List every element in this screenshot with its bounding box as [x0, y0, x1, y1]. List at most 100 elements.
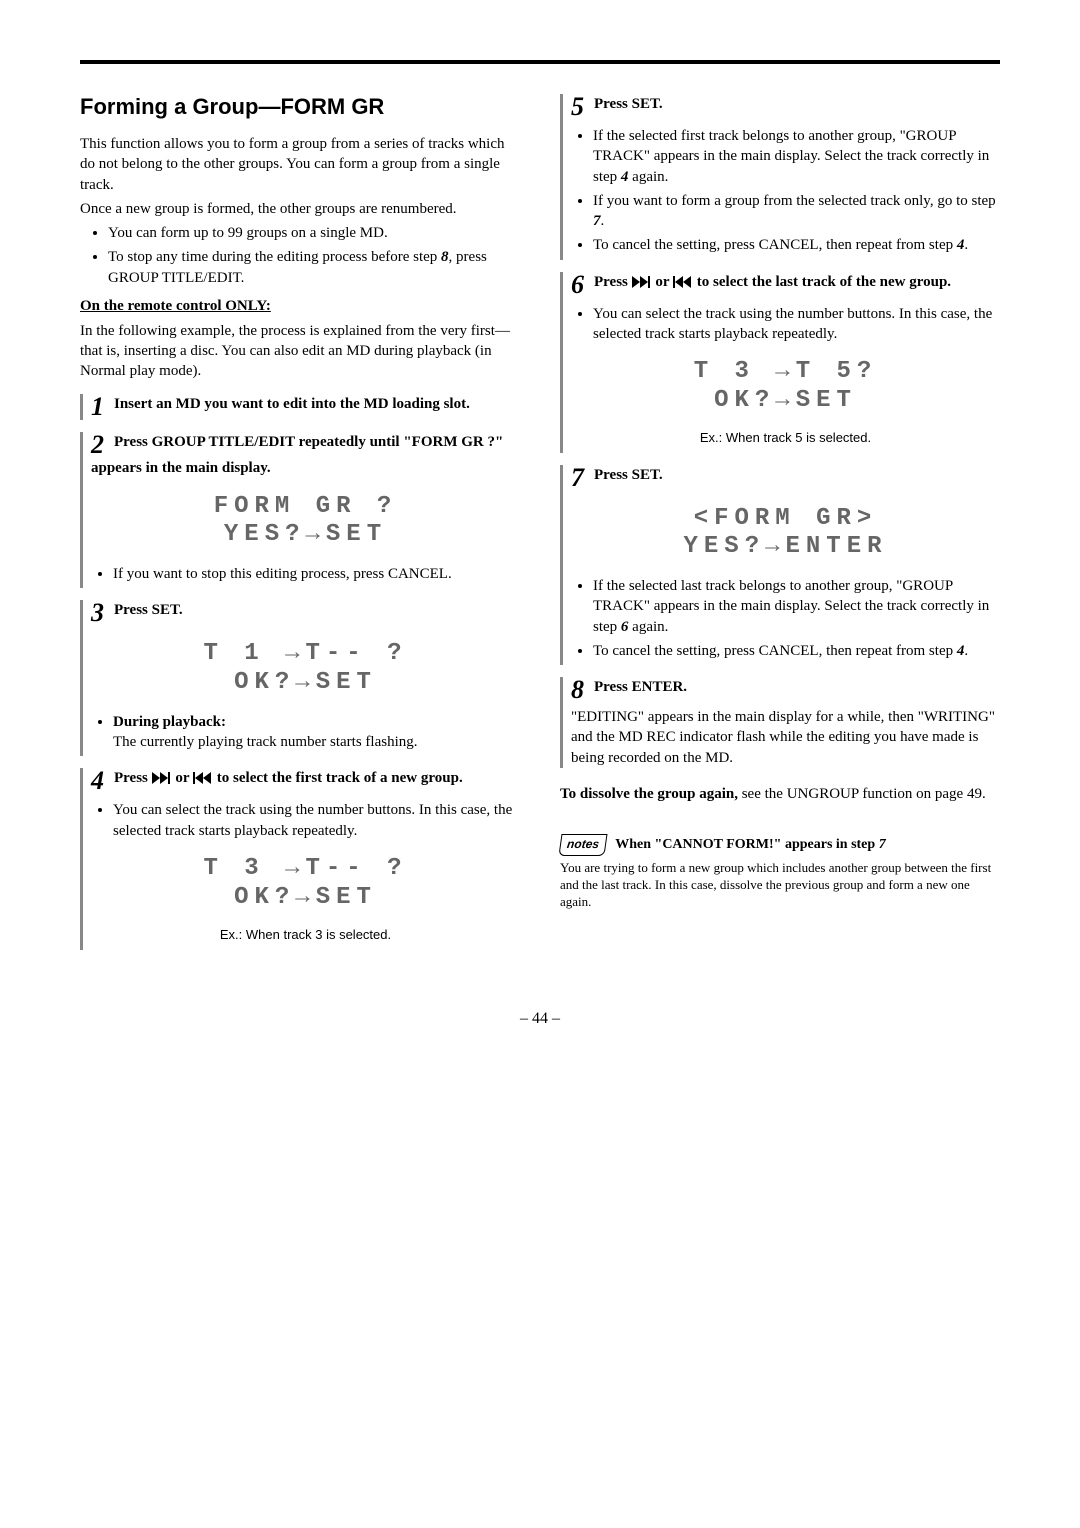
step-bullet: During playback: The currently playing t… [113, 712, 520, 753]
notes-block: notes When "CANNOT FORM!" appears in ste… [560, 834, 1000, 910]
step-number: 3 [91, 600, 104, 626]
step-bullet: You can select the track using the numbe… [113, 800, 520, 841]
step-3: 3 Press SET. T 1 →T-- ? OK?→SET During p… [80, 600, 520, 756]
bullet-text: . [601, 213, 605, 229]
step-ref-7: 7 [593, 213, 601, 229]
step-bullet: If you want to stop this editing process… [113, 564, 520, 584]
step-4-bullets: You can select the track using the numbe… [113, 800, 520, 841]
intro-p1: This function allows you to form a group… [80, 134, 520, 195]
dissolve-rest: see the UNGROUP function on page 49. [738, 786, 986, 802]
step-bar [80, 600, 83, 756]
dissolve-bold: To dissolve the group again, [560, 786, 738, 802]
step-7-bullets: If the selected last track belongs to an… [593, 576, 1000, 661]
bullet-text: If you want to form a group from the sel… [593, 193, 996, 209]
step-4-head: Press or to select the first track of a … [114, 770, 463, 786]
head-text: Press [114, 770, 152, 786]
step-bar [80, 432, 83, 589]
step-1-head: Insert an MD you want to edit into the M… [114, 396, 470, 412]
lcd-line: YES?→SET [91, 521, 520, 550]
step-number: 4 [91, 768, 104, 794]
lcd-caption: Ex.: When track 5 is selected. [571, 430, 1000, 445]
lcd-line: OK?→SET [91, 884, 520, 913]
lcd-display: T 3 →T-- ? OK?→SET [91, 855, 520, 913]
right-column: 5 Press SET. If the selected first track… [560, 94, 1000, 950]
head-text: or [652, 274, 673, 290]
step-3-head: Press SET. [114, 602, 183, 618]
lcd-display: <FORM GR> YES?→ENTER [571, 505, 1000, 563]
notes-heading: When "CANNOT FORM!" appears in step 7 [615, 837, 885, 852]
bullet-text: To cancel the setting, press CANCEL, the… [593, 643, 957, 659]
left-column: Forming a Group—FORM GR This function al… [80, 94, 520, 950]
step-8-head: Press ENTER. [594, 679, 687, 695]
step-bullet: If the selected first track belongs to a… [593, 126, 1000, 187]
remote-body: In the following example, the process is… [80, 321, 520, 382]
lcd-line: YES?→ENTER [571, 533, 1000, 562]
bullet-text: again. [628, 169, 668, 185]
notes-icon: notes [558, 834, 607, 856]
next-track-icon [632, 276, 652, 288]
during-body: The currently playing track number start… [113, 734, 418, 750]
head-text: or [172, 770, 193, 786]
step-2-head: Press GROUP TITLE/EDIT repeatedly until … [91, 434, 503, 476]
head-text: Press [594, 274, 632, 290]
notes-head-text: When "CANNOT FORM!" appears in step [615, 837, 878, 852]
step-4: 4 Press or to select the first track of … [80, 768, 520, 949]
step-2-bullets: If you want to stop this editing process… [113, 564, 520, 584]
step-8-body: "EDITING" appears in the main display fo… [571, 707, 1000, 768]
step-number: 7 [571, 465, 584, 491]
step-5-head: Press SET. [594, 96, 663, 112]
lcd-line: FORM GR ? [91, 493, 520, 522]
intro-bullet-text: To stop any time during the editing proc… [108, 249, 441, 265]
step-ref-7: 7 [879, 837, 886, 852]
remote-heading: On the remote control ONLY: [80, 298, 520, 315]
bullet-text: To cancel the setting, press CANCEL, the… [593, 237, 957, 253]
step-6-head: Press or to select the last track of the… [594, 274, 951, 290]
step-6-bullets: You can select the track using the numbe… [593, 304, 1000, 345]
step-bullet: If the selected last track belongs to an… [593, 576, 1000, 637]
bullet-text: . [964, 237, 968, 253]
step-number: 5 [571, 94, 584, 120]
lcd-line: T 3 →T-- ? [91, 855, 520, 884]
lcd-line: T 1 →T-- ? [91, 640, 520, 669]
prev-track-icon [193, 772, 213, 784]
section-title: Forming a Group—FORM GR [80, 94, 520, 120]
intro-p2: Once a new group is formed, the other gr… [80, 199, 520, 219]
head-text: to select the first track of a new group… [213, 770, 463, 786]
page-number: – 44 – [80, 1010, 1000, 1028]
step-bar [560, 677, 563, 768]
prev-track-icon [673, 276, 693, 288]
step-bullet: To cancel the setting, press CANCEL, the… [593, 235, 1000, 255]
dissolve-note: To dissolve the group again, see the UNG… [560, 784, 1000, 804]
two-column-layout: Forming a Group—FORM GR This function al… [80, 94, 1000, 950]
step-bar [80, 394, 83, 420]
step-number: 2 [91, 432, 104, 458]
step-bullet: To cancel the setting, press CANCEL, the… [593, 641, 1000, 661]
step-bullet: If you want to form a group from the sel… [593, 191, 1000, 232]
step-number: 8 [571, 677, 584, 703]
lcd-line: OK?→SET [571, 387, 1000, 416]
step-ref-8: 8 [441, 249, 449, 265]
lcd-line: OK?→SET [91, 669, 520, 698]
step-bar [560, 272, 563, 453]
step-7: 7 Press SET. <FORM GR> YES?→ENTER If the… [560, 465, 1000, 666]
step-3-bullets: During playback: The currently playing t… [113, 712, 520, 753]
step-bar [80, 768, 83, 949]
step-number: 1 [91, 394, 104, 420]
lcd-display: FORM GR ? YES?→SET [91, 493, 520, 551]
step-bullet: You can select the track using the numbe… [593, 304, 1000, 345]
head-text: to select the last track of the new grou… [693, 274, 951, 290]
lcd-line: <FORM GR> [571, 505, 1000, 534]
lcd-caption: Ex.: When track 3 is selected. [91, 927, 520, 942]
step-6: 6 Press or to select the last track of t… [560, 272, 1000, 453]
intro-bullet: You can form up to 99 groups on a single… [108, 223, 520, 243]
during-label: During playback: [113, 714, 226, 730]
step-7-head: Press SET. [594, 467, 663, 483]
step-bar [560, 94, 563, 260]
step-5: 5 Press SET. If the selected first track… [560, 94, 1000, 260]
bullet-text: . [964, 643, 968, 659]
step-5-bullets: If the selected first track belongs to a… [593, 126, 1000, 256]
intro-bullet: To stop any time during the editing proc… [108, 247, 520, 288]
lcd-line: T 3 →T 5? [571, 358, 1000, 387]
step-1: 1 Insert an MD you want to edit into the… [80, 394, 520, 420]
step-8: 8 Press ENTER. "EDITING" appears in the … [560, 677, 1000, 768]
